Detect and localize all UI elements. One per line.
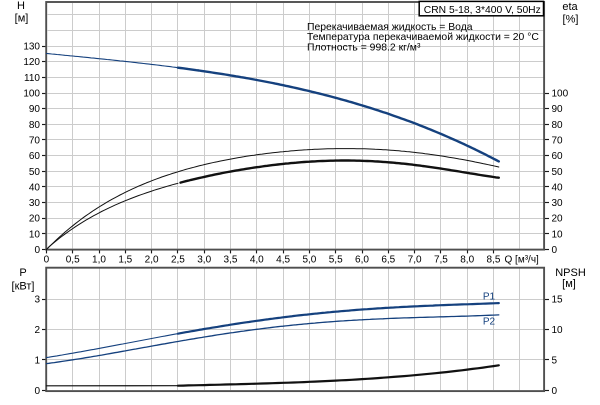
svg-text:3,5: 3,5 <box>224 255 238 266</box>
svg-text:20: 20 <box>552 214 564 225</box>
svg-text:7,0: 7,0 <box>408 255 422 266</box>
svg-text:50: 50 <box>552 167 564 178</box>
svg-text:[кВт]: [кВт] <box>12 281 35 293</box>
svg-text:[%]: [%] <box>563 14 579 26</box>
svg-text:15: 15 <box>552 295 564 306</box>
svg-text:H: H <box>17 0 25 12</box>
svg-text:[м]: [м] <box>15 13 29 25</box>
svg-text:eta: eta <box>562 1 578 13</box>
svg-text:0: 0 <box>44 255 50 266</box>
svg-text:Перекачиваемая жидкость = Вода: Перекачиваемая жидкость = Вода <box>307 22 473 33</box>
svg-text:1,5: 1,5 <box>118 255 132 266</box>
svg-text:0: 0 <box>552 245 558 256</box>
svg-text:130: 130 <box>23 42 40 53</box>
svg-text:30: 30 <box>552 198 564 209</box>
svg-text:100: 100 <box>552 89 569 100</box>
svg-text:110: 110 <box>24 73 40 84</box>
svg-text:5: 5 <box>552 355 558 366</box>
svg-text:10: 10 <box>552 325 564 336</box>
svg-text:0,5: 0,5 <box>66 255 80 266</box>
svg-text:80: 80 <box>29 120 41 131</box>
svg-text:2: 2 <box>34 325 40 336</box>
svg-text:40: 40 <box>552 182 564 193</box>
svg-text:P: P <box>19 267 26 279</box>
svg-text:8,5: 8,5 <box>487 255 501 266</box>
svg-text:P1: P1 <box>483 292 496 303</box>
svg-text:60: 60 <box>552 151 564 162</box>
svg-text:0: 0 <box>34 245 40 256</box>
svg-text:Q [м³/ч]: Q [м³/ч] <box>505 255 540 266</box>
svg-text:90: 90 <box>29 104 41 115</box>
svg-text:[м]: [м] <box>562 278 576 290</box>
svg-text:10: 10 <box>552 229 564 240</box>
svg-text:60: 60 <box>29 151 41 162</box>
svg-text:40: 40 <box>29 182 41 193</box>
svg-text:4,0: 4,0 <box>250 255 264 266</box>
svg-text:70: 70 <box>552 135 564 146</box>
svg-text:5,5: 5,5 <box>329 255 343 266</box>
svg-text:20: 20 <box>29 214 41 225</box>
svg-text:1,0: 1,0 <box>92 255 106 266</box>
svg-text:0: 0 <box>34 386 40 397</box>
svg-text:CRN 5-18, 3*400 V, 50Hz: CRN 5-18, 3*400 V, 50Hz <box>424 5 541 16</box>
svg-text:90: 90 <box>552 104 564 115</box>
svg-text:6,0: 6,0 <box>355 255 369 266</box>
svg-text:8,0: 8,0 <box>460 255 474 266</box>
svg-text:7,5: 7,5 <box>434 255 448 266</box>
svg-text:80: 80 <box>552 120 564 131</box>
svg-text:120: 120 <box>23 57 40 68</box>
svg-text:5,0: 5,0 <box>302 255 316 266</box>
svg-text:6,5: 6,5 <box>381 255 395 266</box>
svg-text:70: 70 <box>29 135 41 146</box>
svg-text:4,5: 4,5 <box>276 255 290 266</box>
svg-text:50: 50 <box>29 167 41 178</box>
svg-text:1: 1 <box>34 355 40 366</box>
svg-text:100: 100 <box>23 89 40 100</box>
svg-text:30: 30 <box>29 198 41 209</box>
svg-text:3: 3 <box>34 295 40 306</box>
svg-text:2,0: 2,0 <box>145 255 159 266</box>
svg-text:0: 0 <box>552 386 558 397</box>
svg-text:Плотность = 998.2 кг/м³: Плотность = 998.2 кг/м³ <box>307 42 421 53</box>
svg-text:Температура перекачиваемой жид: Температура перекачиваемой жидкости = 20… <box>307 32 539 43</box>
svg-text:3,0: 3,0 <box>197 255 211 266</box>
svg-text:NPSH: NPSH <box>555 267 586 279</box>
svg-text:P2: P2 <box>483 317 496 328</box>
svg-text:2,5: 2,5 <box>171 255 185 266</box>
svg-text:10: 10 <box>29 229 41 240</box>
